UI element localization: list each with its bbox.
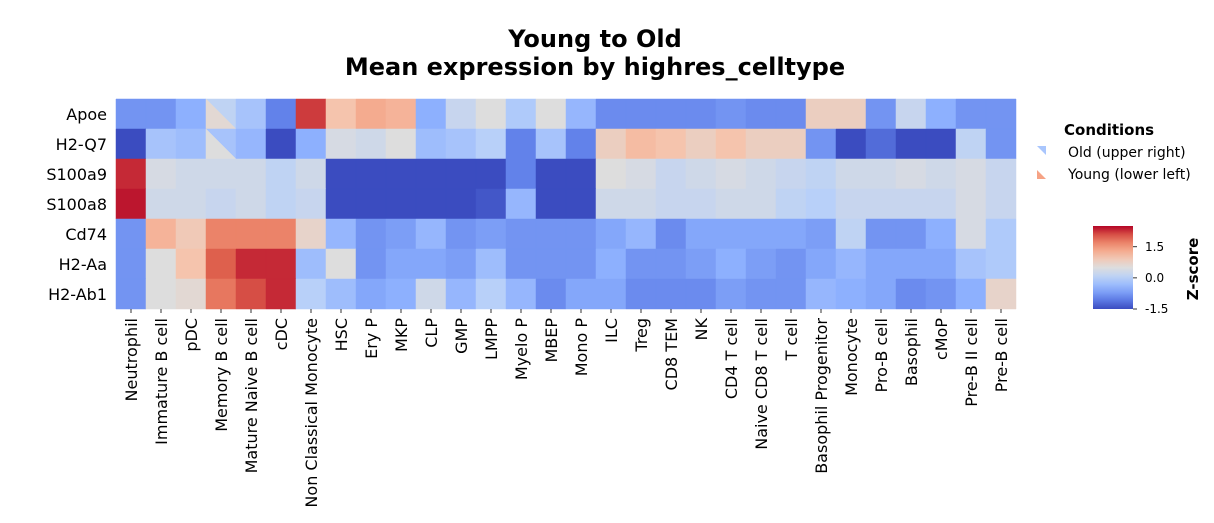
title-line-1: Young to Old [507, 25, 682, 53]
column-label: CD8 TEM [662, 318, 681, 390]
row-label: S100a8 [46, 195, 107, 214]
column-label: Treg [632, 318, 651, 353]
colorbar-ticks: 1.5 0.0 -1.5 [1133, 240, 1168, 316]
column-label: cDC [272, 318, 291, 350]
legend-young-swatch [1037, 170, 1046, 179]
conditions-legend: Conditions Old (upper right) Young (lowe… [1037, 121, 1191, 183]
column-label: ILC [602, 318, 621, 343]
column-label: Mono P [572, 318, 591, 377]
colorbar-gradient [1093, 226, 1133, 309]
column-label: Naive CD8 T cell [752, 318, 771, 450]
colorbar: 1.5 0.0 -1.5 Z-score [1093, 226, 1202, 316]
column-label: Non Classical Monocyte [302, 318, 321, 508]
column-label: HSC [332, 318, 351, 351]
legend-old-swatch [1037, 146, 1046, 155]
colorbar-label: Z-score [1184, 238, 1202, 301]
column-labels: Neutrophil Immature B cell pDC Memory B cel… [122, 309, 1011, 508]
legend-entry-old: Old (upper right) [1068, 145, 1186, 161]
legend-title: Conditions [1064, 121, 1154, 139]
column-label: GMP [452, 318, 471, 354]
column-label: T cell [782, 318, 801, 361]
column-label: Mature Naive B cell [242, 318, 261, 473]
row-label: H2-Q7 [56, 135, 107, 154]
row-labels: Apoe H2-Q7 S100a9 S100a8 Cd74 H2-Aa H2-Ab1 [46, 105, 107, 304]
column-label: pDC [182, 318, 201, 352]
column-label: Pre-B II cell [962, 318, 981, 407]
column-label: Neutrophil [122, 318, 141, 401]
row-label: Apoe [66, 105, 107, 124]
column-label: cMoP [932, 318, 951, 360]
column-label: MBEP [542, 318, 561, 363]
column-label: CD4 T cell [722, 318, 741, 399]
column-label: NK [692, 318, 711, 341]
row-label: S100a9 [46, 165, 107, 184]
row-label: Cd74 [65, 225, 107, 244]
colorbar-tick-label: -1.5 [1145, 302, 1168, 316]
column-label: Basophil Progenitor [812, 318, 831, 474]
row-label: H2-Ab1 [48, 285, 107, 304]
column-label: CLP [422, 318, 441, 348]
legend-entry-young: Young (lower left) [1067, 167, 1191, 183]
column-label: Pre-B cell [992, 318, 1011, 392]
column-label: Pro-B cell [872, 318, 891, 392]
column-label: Basophil [902, 318, 921, 386]
column-label: Memory B cell [212, 318, 231, 432]
colorbar-tick-label: 0.0 [1145, 271, 1164, 285]
column-label: Monocyte [842, 318, 861, 396]
column-label: Ery P [362, 318, 381, 359]
chart-title: Young to Old Mean expression by highres_… [345, 25, 845, 81]
title-line-2: Mean expression by highres_celltype [345, 53, 845, 81]
column-label: LMPP [482, 318, 501, 360]
colorbar-tick-label: 1.5 [1145, 240, 1164, 254]
column-label: Immature B cell [152, 318, 171, 445]
column-label: Myelo P [512, 318, 531, 380]
column-label: MKP [392, 318, 411, 352]
heatmap-cells [115, 98, 1017, 310]
row-label: H2-Aa [59, 255, 107, 274]
